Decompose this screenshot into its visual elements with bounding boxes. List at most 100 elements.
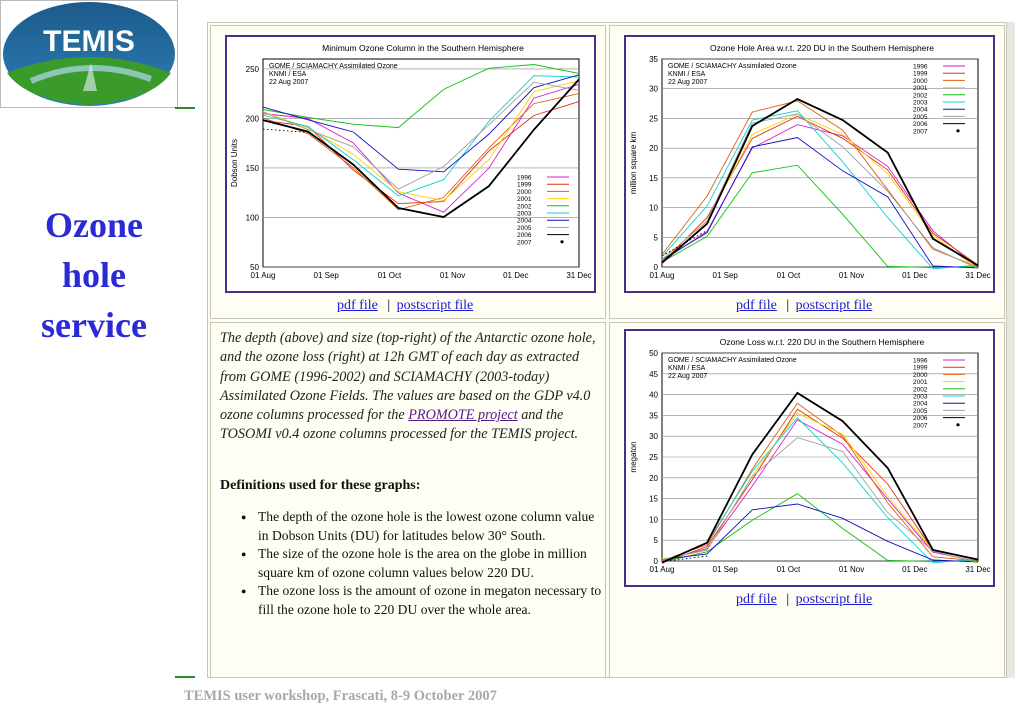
series-line-2004 <box>661 503 979 563</box>
page-scrollbar[interactable] <box>1007 22 1015 678</box>
pdf-link[interactable]: pdf file <box>736 298 777 313</box>
chart-title: Minimum Ozone Column in the Southern Hem… <box>322 43 524 53</box>
legend-label: 2004 <box>517 218 532 225</box>
chart-subtitle-line: 22 Aug 2007 <box>269 79 308 86</box>
chart-subtitle-line: 22 Aug 2007 <box>668 373 707 380</box>
series-line-1999 <box>262 101 580 205</box>
y-axis-label: million square km <box>629 132 638 195</box>
min-ozone-links: pdf file | postscript file <box>337 298 473 314</box>
legend-label: 1999 <box>913 71 928 78</box>
title-line-3: service <box>41 305 147 345</box>
ozone-loss-links: pdf file | postscript file <box>736 592 872 608</box>
legend-label: 2003 <box>913 394 928 401</box>
y-tick-label: 25 <box>649 114 658 123</box>
x-tick-label: 01 Sep <box>713 271 739 280</box>
legend-label: 2002 <box>913 92 928 99</box>
chart-subtitle-line: KNMI / ESA <box>668 71 706 78</box>
legend-label: 2005 <box>913 114 928 121</box>
chart-subtitle-line: GOME / SCIAMACHY Assimilated Ozone <box>269 63 398 70</box>
y-tick-label: 40 <box>649 391 658 400</box>
series-line-2000 <box>262 93 580 211</box>
logo-text: TEMIS <box>43 25 135 58</box>
description-part-1: The depth (above) and size (top-right) o… <box>220 330 596 424</box>
y-tick-label: 150 <box>246 164 260 173</box>
postscript-link[interactable]: postscript file <box>795 592 873 607</box>
series-line-2003 <box>661 417 979 564</box>
link-separator: | <box>786 592 790 607</box>
green-divider-bottom <box>175 676 195 678</box>
y-tick-label: 25 <box>649 453 658 462</box>
chart-subtitle-line: GOME / SCIAMACHY Assimilated Ozone <box>668 63 797 70</box>
page-title: Ozone hole service <box>14 200 174 350</box>
legend-label: 2003 <box>517 211 532 218</box>
definitions-list: The depth of the ozone hole is the lowes… <box>241 508 603 620</box>
series-line-2000 <box>661 100 979 268</box>
legend-label: 2000 <box>517 189 532 196</box>
plot-area <box>262 58 580 268</box>
y-tick-label: 0 <box>654 263 659 272</box>
legend-label: 1996 <box>913 358 928 365</box>
series-line-2004 <box>661 137 979 269</box>
definition-item: The depth of the ozone hole is the lowes… <box>241 508 603 545</box>
cell-description: The depth (above) and size (top-right) o… <box>210 322 606 677</box>
legend-label: 2006 <box>517 232 532 239</box>
y-tick-label: 15 <box>649 174 658 183</box>
hole-area-chart: Ozone Hole Area w.r.t. 220 DU in the Sou… <box>629 43 991 280</box>
legend-label: 1996 <box>517 175 532 182</box>
x-tick-label: 01 Aug <box>650 565 675 574</box>
x-tick-label: 31 Dec <box>566 271 591 280</box>
y-tick-label: 50 <box>250 263 259 272</box>
series-line-2006 <box>262 78 580 218</box>
definition-item: The ozone loss is the amount of ozone in… <box>241 582 603 619</box>
y-tick-label: 100 <box>246 213 260 222</box>
x-tick-label: 01 Dec <box>902 271 927 280</box>
legend-label: 2007 <box>517 239 532 246</box>
chart-subtitle-line: 22 Aug 2007 <box>668 79 707 86</box>
x-tick-label: 01 Dec <box>503 271 528 280</box>
y-tick-label: 35 <box>649 411 658 420</box>
embedded-web-page: Minimum Ozone Column in the Southern Hem… <box>207 22 1007 678</box>
y-tick-label: 15 <box>649 495 658 504</box>
legend-label: 2001 <box>913 379 928 386</box>
y-tick-label: 5 <box>654 233 659 242</box>
x-tick-label: 01 Nov <box>839 271 864 280</box>
ozone-loss-chart-frame: Ozone Loss w.r.t. 220 DU in the Southern… <box>624 329 995 587</box>
postscript-link[interactable]: postscript file <box>396 298 474 313</box>
temis-logo: TEMIS <box>0 0 178 108</box>
description-part-2: and the TOSOMI v0.4 ozone columns proces… <box>220 407 579 443</box>
series-line-2004 <box>262 74 580 173</box>
y-axis-label: megaton <box>629 441 638 472</box>
legend-marker-2007 <box>956 423 960 427</box>
pdf-link[interactable]: pdf file <box>337 298 378 313</box>
legend-label: 1996 <box>913 64 928 71</box>
x-tick-label: 01 Oct <box>378 271 402 280</box>
series-line-2006 <box>661 391 979 564</box>
x-tick-label: 01 Dec <box>902 565 927 574</box>
cell-hole-area: Ozone Hole Area w.r.t. 220 DU in the Sou… <box>609 25 1005 319</box>
y-tick-label: 250 <box>246 65 260 74</box>
pdf-link[interactable]: pdf file <box>736 592 777 607</box>
series-line-2005 <box>262 81 580 190</box>
promote-project-link[interactable]: PROMOTE project <box>408 407 518 424</box>
x-tick-label: 01 Nov <box>440 271 465 280</box>
y-tick-label: 50 <box>649 349 658 358</box>
legend-label: 2002 <box>517 203 532 210</box>
y-tick-label: 200 <box>246 114 260 123</box>
y-tick-label: 0 <box>654 557 659 566</box>
y-tick-label: 10 <box>649 515 658 524</box>
slide-footer: TEMIS user workshop, Frascati, 8-9 Octob… <box>184 688 497 704</box>
hole-area-links: pdf file | postscript file <box>736 298 872 314</box>
legend-label: 2005 <box>517 225 532 232</box>
legend-label: 2004 <box>913 401 928 408</box>
hole-area-chart-frame: Ozone Hole Area w.r.t. 220 DU in the Sou… <box>624 35 995 293</box>
legend-label: 2006 <box>913 415 928 422</box>
legend-label: 2000 <box>913 372 928 379</box>
definitions-title: Definitions used for these graphs: <box>220 478 421 493</box>
description-text: The depth (above) and size (top-right) o… <box>220 329 604 445</box>
postscript-link[interactable]: postscript file <box>795 298 873 313</box>
y-tick-label: 30 <box>649 85 658 94</box>
series-line-2005 <box>661 113 979 270</box>
series-line-2002 <box>661 164 979 268</box>
legend-label: 2000 <box>913 78 928 85</box>
series-line-2002 <box>262 64 580 129</box>
